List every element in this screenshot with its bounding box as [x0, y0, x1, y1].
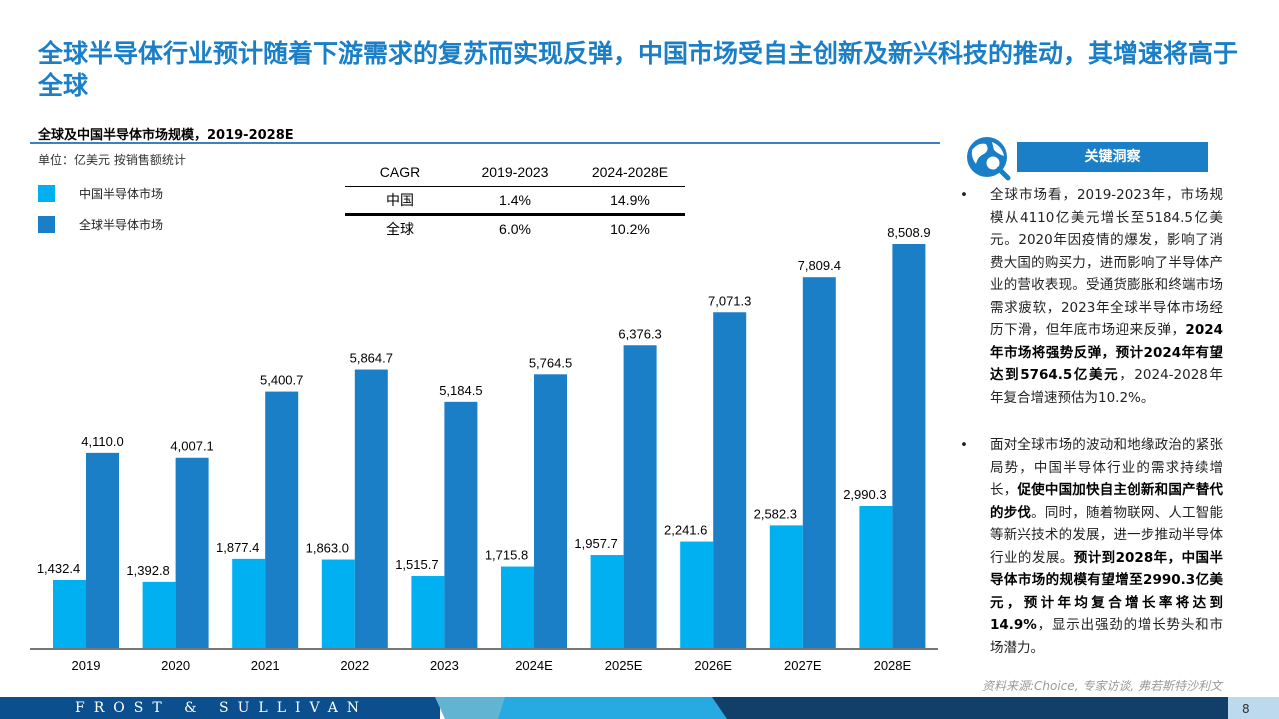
page-number: 8: [1242, 702, 1250, 716]
data-label: 2,582.3: [754, 506, 797, 521]
cagr-header: 2019-2023: [455, 158, 575, 187]
bullet-icon: •: [960, 437, 968, 453]
data-label: 7,809.4: [798, 258, 841, 273]
footer-bar: [0, 697, 1279, 719]
cagr-table: CAGR 2019-2023 2024-2028E 中国 1.4% 14.9% 全球 6.…: [345, 158, 685, 242]
cagr-cell: 14.9%: [575, 186, 685, 216]
bar-global: [175, 457, 209, 648]
cagr-cell: 全球: [386, 220, 414, 237]
x-tick-label: 2028E: [874, 658, 912, 673]
x-tick-label: 2027E: [784, 658, 822, 673]
cagr-cell: 6.0%: [499, 220, 531, 237]
x-tick-label: 2020: [161, 658, 190, 673]
x-tick-label: 2024E: [515, 658, 553, 673]
data-label: 5,400.7: [260, 373, 303, 388]
data-label: 7,071.3: [708, 293, 751, 308]
legend-label: 中国半导体市场: [79, 187, 164, 201]
bar-china: [142, 581, 176, 648]
cagr-header: 2024-2028E: [575, 158, 685, 187]
insight-text: ，显示出强劲的增长势头和市场潜力。: [990, 617, 1223, 656]
data-label: 1,715.8: [485, 548, 528, 563]
insight-highlight: 预计到2028年，中国半导体市场的规模有望增至2990.3亿美元，预计年均复合增…: [990, 549, 1224, 634]
x-tick-label: 2025E: [605, 658, 643, 673]
cagr-header: CAGR: [345, 158, 455, 187]
cagr-cell: 1.4%: [455, 186, 575, 216]
source-note: 资料来源:Choice, 专家访谈, 弗若斯特沙利文: [982, 679, 1222, 693]
bar-china: [232, 558, 266, 648]
data-label: 5,184.5: [439, 383, 482, 398]
bar-global: [623, 345, 657, 648]
data-label: 1,863.0: [306, 541, 349, 556]
legend-swatch: [38, 185, 55, 202]
data-label: 1,957.7: [574, 536, 617, 551]
bar-global: [802, 277, 836, 648]
cagr-cell: 10.2%: [610, 220, 650, 237]
bar-china: [321, 559, 355, 648]
bar-china: [590, 555, 624, 648]
data-label: 1,432.4: [37, 561, 80, 576]
insight-text: 全球市场看，2019-2023年，市场规模从4110亿美元增长至5184.5亿美…: [990, 187, 1223, 338]
chart-title: 全球及中国半导体市场规模，2019-2028E: [38, 128, 294, 143]
brand-logo: FROST & SULLIVAN: [75, 700, 369, 716]
legend-label: 全球半导体市场: [79, 218, 164, 232]
bar-global: [444, 401, 478, 648]
bullet-icon: •: [960, 187, 968, 203]
legend-swatch: [38, 216, 55, 233]
data-label: 1,515.7: [395, 557, 438, 572]
data-label: 8,508.9: [887, 225, 930, 240]
data-label: 1,392.8: [126, 563, 169, 578]
data-label: 5,764.5: [529, 355, 572, 370]
legend-china: 中国半导体市场: [38, 185, 163, 202]
insight-highlight: 2024年市场将强势反弹，预计2024年有望达到5764.5亿美元: [990, 322, 1223, 383]
bar-global: [713, 312, 747, 648]
data-label: 4,110.0: [81, 434, 123, 449]
insight-text: 。同时，随着物联网、人工智能等新兴技术的发展，进一步推动半导体行业的发展。: [990, 504, 1223, 566]
bar-global: [534, 374, 567, 648]
bar-chart: 1,432.4 4,110.0 2019 1,392.8 4,007.1 2020 1,87…: [30, 225, 938, 673]
x-tick-label: 2019: [72, 658, 101, 673]
bar-china: [769, 525, 803, 648]
insight-bullet-2: • 面对全球市场的波动和地缘政治的紧张局势，中国半导体行业的需求持续增长，促使中国…: [960, 434, 1224, 659]
x-tick-label: 2021: [251, 658, 280, 673]
insights-header: 关键洞察: [1017, 142, 1208, 172]
bar-global: [892, 244, 926, 648]
bar-china: [411, 576, 445, 648]
divider: [30, 142, 940, 144]
legend-global: 全球半导体市场: [38, 216, 163, 233]
x-tick-label: 2022: [340, 658, 369, 673]
data-label: 6,376.3: [618, 326, 661, 341]
insight-highlight: 促使中国加快自主创新和国产替代的步伐: [990, 482, 1223, 521]
bar-china: [501, 566, 534, 648]
x-tick-label: 2023: [430, 658, 459, 673]
insight-text: ，2024-2028年年复合增速预估为10.2%。: [990, 367, 1223, 406]
x-tick-label: 2026E: [694, 658, 732, 673]
bar-global: [265, 391, 299, 648]
globe-search-icon: [967, 137, 1011, 181]
data-label: 2,241.6: [664, 523, 707, 538]
chart-unit: 单位：亿美元 按销售额统计: [38, 153, 186, 167]
bar-china: [680, 541, 714, 648]
insight-bullet-1: • 全球市场看，2019-2023年，市场规模从4110亿美元增长至5184.5亿…: [960, 184, 1223, 409]
data-label: 5,864.7: [350, 351, 393, 366]
data-label: 2,990.3: [843, 487, 886, 502]
bar-global: [354, 369, 388, 648]
bar-china: [53, 579, 86, 648]
cagr-cell: 中国: [345, 186, 455, 216]
data-label: 4,007.1: [170, 439, 213, 454]
data-label: 1,877.4: [216, 540, 259, 555]
page-title: 全球半导体行业预计随着下游需求的复苏而实现反弹，中国市场受自主创新及新兴科技的推…: [38, 39, 1239, 100]
bar-china: [859, 506, 893, 648]
insight-text: 面对全球市场的波动和地缘政治的紧张局势，中国半导体行业的需求持续增长，: [990, 437, 1223, 498]
bar-global: [86, 452, 119, 648]
